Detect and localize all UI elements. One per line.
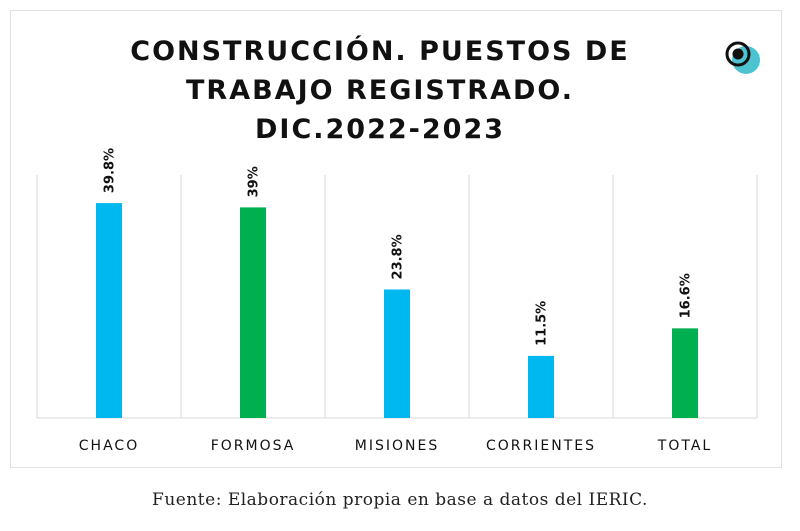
data-label: 39.8%: [103, 148, 118, 193]
x-tick-label: TOTAL: [657, 438, 712, 454]
source-note: Fuente: Elaboración propia en base a dat…: [152, 490, 648, 510]
chart-title: CONSTRUCCIÓN. PUESTOS DE TRABAJO REGISTR…: [130, 36, 630, 145]
bar-chaco: [96, 203, 122, 418]
data-label: 16.6%: [679, 273, 694, 318]
bar-total: [672, 328, 698, 418]
bar-corrientes: [528, 355, 554, 418]
x-tick-label: MISIONES: [355, 438, 439, 454]
x-tick-label: FORMOSA: [211, 438, 296, 454]
bar-formosa: [240, 207, 266, 418]
data-label: 23.8%: [391, 234, 406, 279]
data-label: 11.5%: [535, 301, 550, 346]
chart-frame: [10, 10, 782, 468]
x-tick-label: CORRIENTES: [486, 438, 596, 454]
x-tick-label: CHACO: [79, 438, 139, 454]
bar-misiones: [384, 289, 410, 418]
circle-logo-icon: [725, 41, 760, 74]
data-label: 39%: [247, 166, 262, 197]
bar-chart: 39.8% CHACO 39% FORMOSA 23.8% MISIONES 11.5% CO…: [36, 148, 758, 454]
